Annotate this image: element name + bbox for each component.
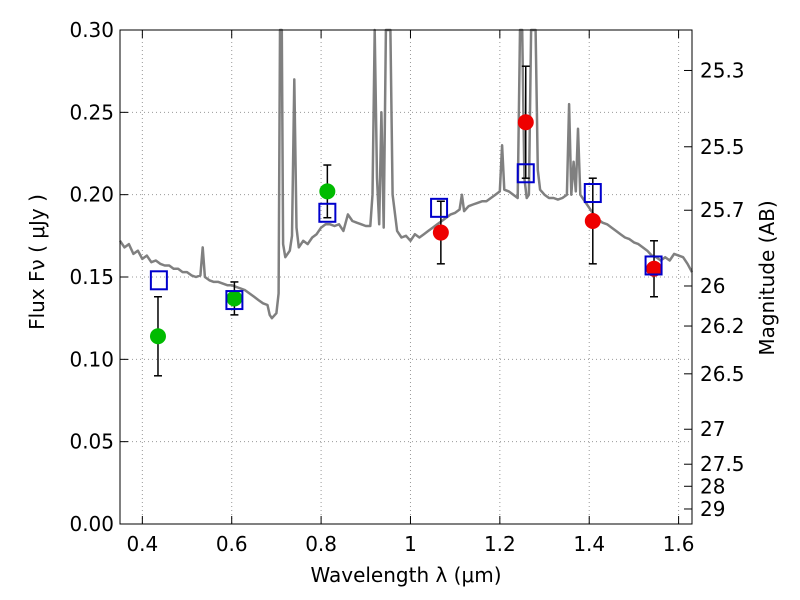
model-square-point (430, 197, 449, 218)
y-tick-label: 0.00 (69, 512, 114, 536)
green-data-point (319, 183, 336, 200)
model-square-point (225, 290, 244, 311)
y2-tick-label: 28 (700, 474, 725, 498)
y2-tick-label: 27.5 (700, 452, 745, 476)
model-square-point (318, 202, 337, 223)
data-point-group (149, 114, 663, 345)
y-axis-label: Flux Fν ( μJy ) (25, 194, 49, 330)
x-tick-label: 1.6 (663, 532, 695, 556)
y-tick-label: 0.20 (69, 183, 114, 207)
green-data-point (149, 328, 166, 345)
y-tick-labels: 0.00 0.05 0.10 0.15 0.20 0.25 0.30 (69, 18, 114, 536)
model-square-point (149, 270, 168, 291)
red-data-point (432, 224, 449, 241)
green-data-point (226, 290, 243, 307)
model-square-point (516, 163, 535, 184)
x-tick-label: 0.4 (126, 532, 158, 556)
errorbar-group (153, 65, 659, 377)
model-square-group (149, 163, 663, 311)
model-spectrum-line (118, 28, 694, 320)
x-tick-label: 1.4 (573, 532, 605, 556)
x-tick-label: 1.2 (484, 532, 516, 556)
x-axis-label: Wavelength λ (μm) (310, 563, 501, 587)
axis-ticks (120, 29, 692, 525)
model-square-point (644, 255, 663, 276)
x-tick-labels: 0.4 0.6 0.8 1 1.2 1.4 1.6 (126, 532, 694, 556)
x-tick-label: 0.8 (305, 532, 337, 556)
red-data-point (517, 114, 534, 131)
red-data-point (584, 213, 601, 230)
y-tick-label: 0.10 (69, 347, 114, 371)
y-tick-label: 0.05 (69, 430, 114, 454)
y2-tick-label: 27 (700, 417, 725, 441)
y2-tick-label: 26 (700, 274, 725, 298)
y2-tick-label: 26.5 (700, 362, 745, 386)
y2-axis-label: Magnitude (AB) (755, 200, 779, 355)
y2-tick-label: 25.3 (700, 58, 745, 82)
model-square-point (583, 183, 602, 204)
red-data-point (646, 260, 663, 277)
y-tick-label: 0.25 (69, 100, 114, 124)
y-tick-label: 0.15 (69, 265, 114, 289)
y-tick-label: 0.30 (69, 18, 114, 42)
x-tick-label: 1 (404, 532, 417, 556)
y2-tick-label: 25.7 (700, 198, 745, 222)
y2-tick-label: 26.2 (700, 314, 745, 338)
y2-tick-label: 25.5 (700, 135, 745, 159)
y2-tick-label: 29 (700, 497, 725, 521)
model-spectrum-group (118, 28, 694, 320)
x-tick-label: 0.6 (216, 532, 248, 556)
